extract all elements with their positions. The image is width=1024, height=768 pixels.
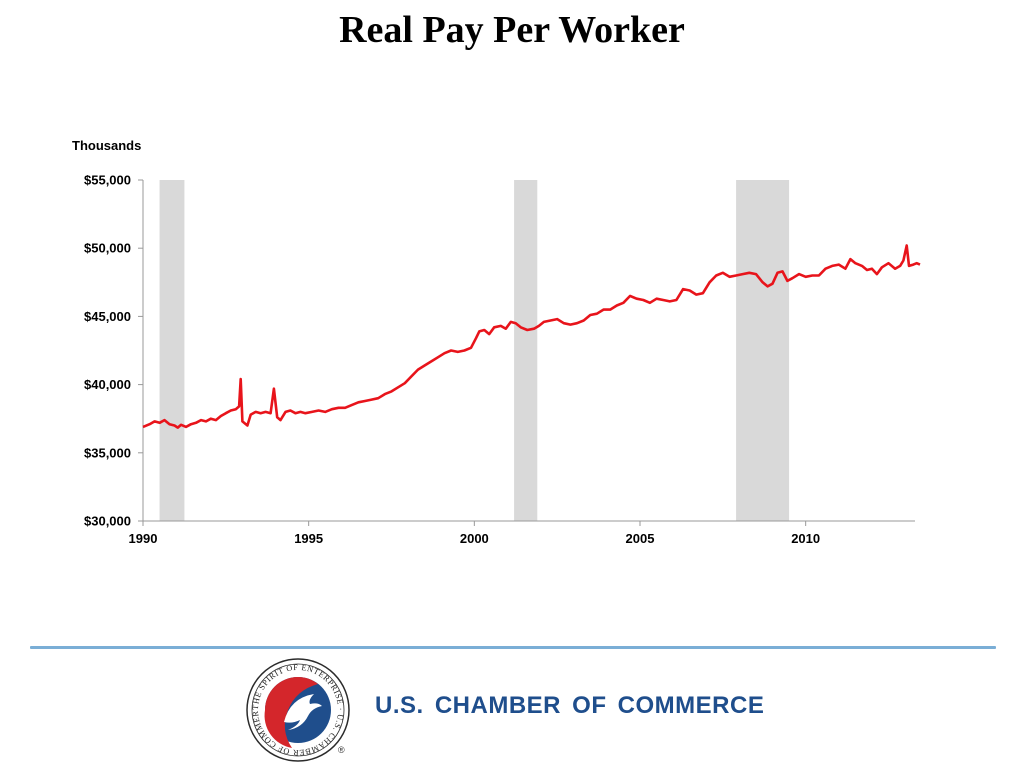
- y-tick-label: $45,000: [84, 309, 131, 324]
- y-tick-label: $55,000: [84, 173, 131, 188]
- recession-band-2: [514, 180, 538, 521]
- registered-mark: ®: [338, 745, 345, 755]
- chamber-seal-logo: THE SPIRIT OF ENTERPRISE · U.S. CHAMBER …: [244, 656, 350, 762]
- y-tick-labels: $30,000 $35,000 $40,000 $45,000 $50,000 $55,0…: [84, 173, 143, 529]
- x-tick-label: 1995: [294, 531, 323, 546]
- x-tick-labels: 1990 1995 2000 2005 2010: [129, 521, 820, 546]
- y-tick-label: $50,000: [84, 241, 131, 256]
- line-chart: $30,000 $35,000 $40,000 $45,000 $50,000 $55,0…: [72, 138, 921, 546]
- chart-axes: [142, 180, 915, 522]
- x-tick-label: 2010: [791, 531, 820, 546]
- y-axis-label: Thousands: [72, 138, 141, 153]
- recession-band-1: [159, 180, 185, 521]
- recession-bands: [159, 180, 790, 521]
- x-tick-label: 1990: [129, 531, 158, 546]
- x-tick-label: 2000: [460, 531, 489, 546]
- y-tick-label: $30,000: [84, 514, 131, 529]
- y-tick-label: $35,000: [84, 445, 131, 460]
- x-tick-label: 2005: [626, 531, 655, 546]
- organization-name: U.S. CHAMBER OF COMMERCE: [375, 692, 765, 719]
- y-tick-label: $40,000: [84, 377, 131, 392]
- footer-divider: [30, 646, 996, 649]
- recession-band-3: [736, 180, 790, 521]
- slide-title: Real Pay Per Worker: [339, 9, 685, 51]
- series-line: [142, 244, 921, 429]
